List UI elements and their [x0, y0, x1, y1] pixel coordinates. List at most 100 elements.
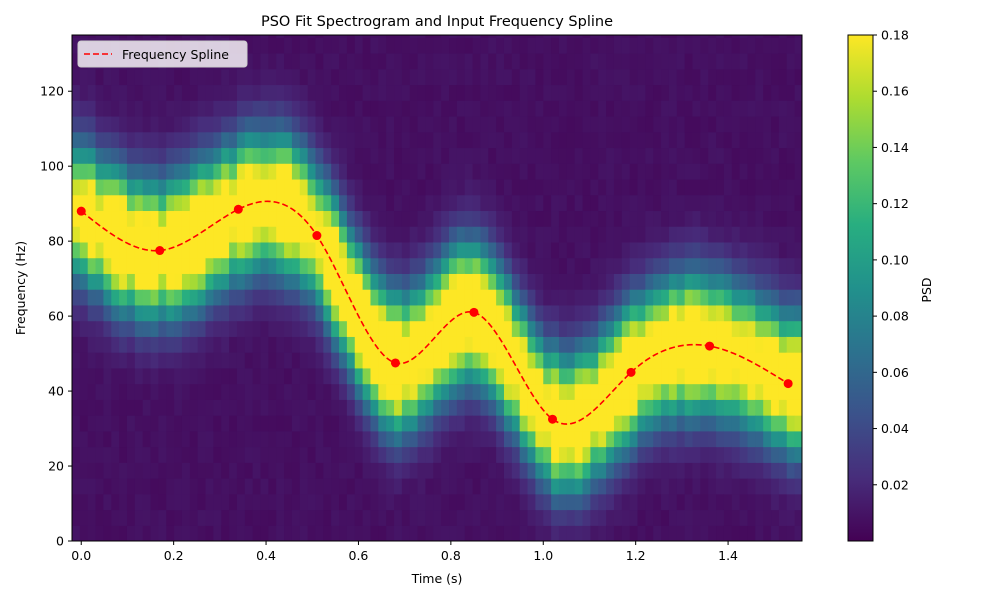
- heatmap-cell: [119, 163, 128, 180]
- heatmap-cell: [661, 352, 670, 369]
- heatmap-cell: [456, 147, 466, 164]
- heatmap-cell: [394, 462, 403, 479]
- heatmap-cell: [771, 115, 780, 133]
- heatmap-cell: [496, 525, 505, 541]
- heatmap-cell: [189, 115, 199, 133]
- heatmap-cell: [496, 52, 505, 70]
- heatmap-cell: [174, 383, 183, 400]
- heatmap-cell: [692, 367, 701, 385]
- heatmap-cell: [197, 399, 207, 416]
- heatmap-cell: [142, 194, 152, 212]
- heatmap-cell: [205, 210, 214, 227]
- heatmap-cell: [315, 131, 324, 149]
- heatmap-cell: [260, 35, 269, 38]
- heatmap-cell: [174, 241, 183, 259]
- heatmap-cell: [189, 462, 199, 479]
- heatmap-cell: [213, 320, 222, 337]
- heatmap-cell: [464, 352, 474, 369]
- heatmap-cell: [582, 509, 591, 526]
- heatmap-cell: [535, 257, 544, 274]
- heatmap-cell: [496, 462, 505, 479]
- heatmap-cell: [307, 367, 317, 385]
- heatmap-cell: [111, 35, 120, 38]
- heatmap-cell: [755, 131, 764, 149]
- heatmap-cell: [739, 415, 749, 432]
- heatmap-cell: [268, 68, 277, 86]
- heatmap-cell: [645, 289, 654, 306]
- heatmap-cell: [339, 336, 348, 353]
- heatmap-cell: [723, 194, 733, 212]
- heatmap-cell: [668, 415, 678, 432]
- heatmap-cell: [150, 100, 159, 117]
- heatmap-cell: [566, 68, 576, 86]
- heatmap-cell: [574, 289, 584, 306]
- heatmap-cell: [181, 147, 191, 164]
- heatmap-cell: [252, 509, 262, 526]
- heatmap-cell: [268, 147, 277, 164]
- heatmap-cell: [574, 320, 584, 337]
- heatmap-cell: [496, 367, 505, 385]
- heatmap-cell: [598, 68, 607, 86]
- heatmap-cell: [637, 399, 646, 416]
- heatmap-cell: [323, 525, 332, 541]
- heatmap-cell: [433, 478, 442, 495]
- heatmap-cell: [197, 226, 207, 243]
- heatmap-cell: [291, 37, 301, 54]
- heatmap-cell: [134, 446, 144, 463]
- heatmap-cell: [174, 352, 183, 369]
- heatmap-cell: [409, 52, 419, 70]
- heatmap-cell: [613, 241, 623, 259]
- heatmap-cell: [370, 320, 379, 337]
- heatmap-cell: [72, 35, 81, 38]
- heatmap-cell: [763, 289, 772, 306]
- heatmap-cell: [519, 304, 529, 322]
- heatmap-cell: [582, 415, 591, 432]
- heatmap-cell: [142, 115, 152, 133]
- heatmap-cell: [401, 493, 411, 511]
- heatmap-cell: [472, 226, 482, 243]
- heatmap-cell: [236, 163, 246, 180]
- heatmap-cell: [684, 289, 694, 306]
- heatmap-cell: [126, 525, 136, 541]
- heatmap-cell: [503, 37, 513, 54]
- heatmap-cell: [606, 367, 615, 385]
- heatmap-cell: [362, 273, 372, 290]
- heatmap-cell: [205, 131, 214, 149]
- heatmap-cell: [72, 367, 81, 385]
- heatmap-cell: [747, 493, 756, 511]
- heatmap-cell: [229, 462, 238, 479]
- heatmap-cell: [134, 352, 144, 369]
- heatmap-cell: [590, 478, 599, 495]
- heatmap-cell: [158, 210, 167, 227]
- heatmap-cell: [558, 462, 568, 479]
- heatmap-cell: [763, 178, 772, 196]
- heatmap-cell: [284, 147, 293, 164]
- heatmap-cell: [456, 478, 466, 495]
- heatmap-cell: [621, 210, 631, 227]
- heatmap-cell: [771, 147, 780, 164]
- heatmap-cell: [684, 178, 694, 196]
- heatmap-cell: [276, 68, 285, 86]
- heatmap-cell: [284, 68, 293, 86]
- heatmap-cell: [276, 194, 285, 212]
- heatmap-cell: [778, 52, 788, 70]
- heatmap-cell: [236, 525, 246, 541]
- heatmap-cell: [441, 178, 450, 196]
- heatmap-cell: [731, 478, 741, 495]
- heatmap-cell: [621, 304, 631, 322]
- heatmap-cell: [637, 115, 646, 133]
- heatmap-cell: [378, 35, 387, 38]
- heatmap-cell: [409, 367, 419, 385]
- heatmap-cell: [134, 383, 144, 400]
- heatmap-cell: [142, 289, 152, 306]
- heatmap-cell: [189, 383, 199, 400]
- heatmap-cell: [370, 257, 379, 274]
- heatmap-cell: [543, 226, 552, 243]
- heatmap-cell: [613, 399, 623, 416]
- heatmap-cell: [716, 68, 725, 86]
- heatmap-cell: [394, 37, 403, 54]
- heatmap-cell: [464, 289, 474, 306]
- heatmap-cell: [205, 273, 214, 290]
- heatmap-cell: [449, 336, 458, 353]
- heatmap-cell: [684, 131, 694, 149]
